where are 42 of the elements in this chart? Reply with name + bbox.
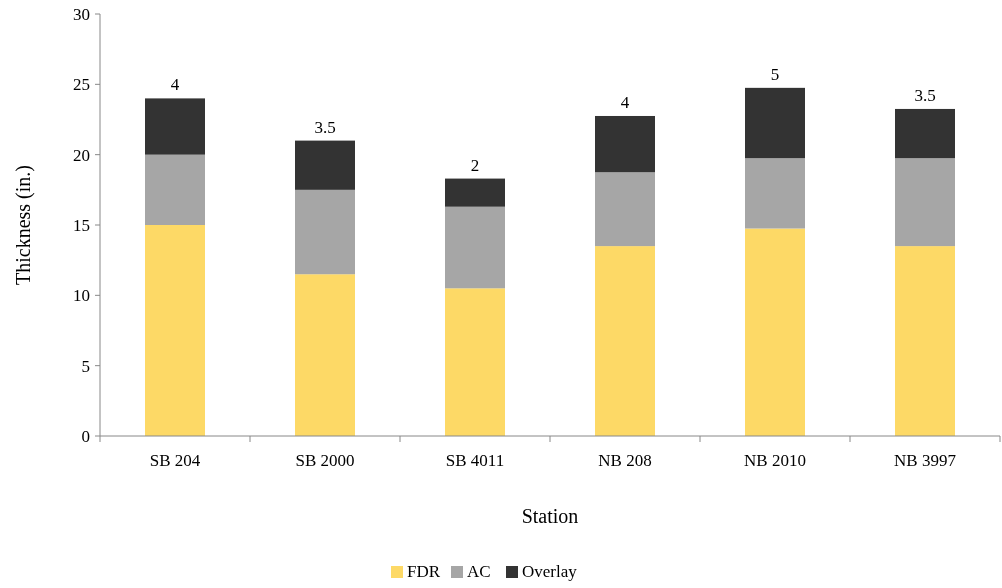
bar: [295, 189, 355, 275]
bar: [895, 158, 955, 247]
x-tick-label: NB 2010: [744, 451, 806, 470]
bar: [595, 115, 655, 173]
y-tick-label: 15: [73, 215, 90, 235]
legend-label: FDR: [407, 562, 441, 581]
bar: [895, 108, 955, 159]
y-tick-label: 0: [81, 426, 90, 446]
y-axis-title: Thickness (in.): [12, 165, 35, 285]
bar: [745, 87, 805, 159]
x-tick-label: SB 204: [149, 451, 201, 470]
x-axis-title: Station: [521, 505, 579, 527]
x-tick-label: NB 3997: [894, 451, 957, 470]
y-tick-label: 10: [73, 286, 90, 306]
y-tick-label: 20: [73, 145, 90, 165]
bar: [295, 274, 355, 436]
bar: [295, 140, 355, 190]
bar: [745, 228, 805, 436]
data-label: 3.5: [314, 117, 336, 137]
bar: [745, 158, 805, 229]
y-tick-label: 30: [73, 4, 90, 24]
bar: [595, 246, 655, 436]
bar: [595, 172, 655, 247]
y-tick-label: 5: [81, 356, 90, 376]
bar: [145, 154, 205, 225]
legend-label: Overlay: [522, 562, 578, 581]
legend-label: AC: [467, 562, 491, 581]
x-tick-label: SB 4011: [445, 451, 505, 470]
x-tick-label: NB 208: [598, 451, 652, 470]
bar: [145, 225, 205, 436]
data-label: 2: [470, 155, 480, 175]
data-label: 4: [620, 92, 630, 112]
data-label: 3.5: [914, 85, 936, 105]
bar: [445, 178, 505, 207]
x-tick-label: SB 2000: [295, 451, 355, 470]
bar: [145, 98, 205, 155]
bar: [445, 288, 505, 436]
data-label: 4: [170, 75, 180, 95]
bar: [895, 246, 955, 436]
bar: [445, 206, 505, 289]
data-label: 5: [770, 64, 780, 84]
y-tick-label: 25: [73, 75, 90, 95]
